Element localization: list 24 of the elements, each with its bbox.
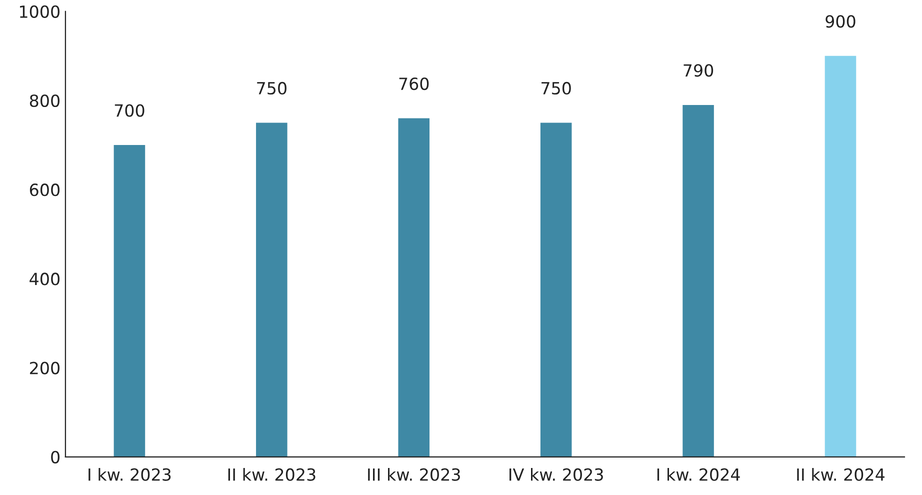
bar xyxy=(256,122,288,457)
data-label: 790 xyxy=(684,64,714,77)
bar xyxy=(540,122,572,457)
y-tick-label: 600 xyxy=(30,184,60,196)
y-tick-label: 200 xyxy=(30,362,60,374)
data-label: 700 xyxy=(114,104,144,117)
bar xyxy=(114,145,146,457)
x-tick-label: I kw. 2023 xyxy=(88,468,171,481)
data-label: 760 xyxy=(399,77,429,90)
x-tick-label: II kw. 2024 xyxy=(797,468,885,481)
bar xyxy=(398,118,430,457)
x-tick-label: III kw. 2023 xyxy=(368,468,460,481)
bar xyxy=(682,104,714,457)
y-tick-label: 0 xyxy=(51,450,60,464)
y-tick-label: 400 xyxy=(30,272,60,286)
y-tick-label: 800 xyxy=(30,94,60,108)
y-tick-label: 1000 xyxy=(20,5,60,18)
x-tick-label: IV kw. 2023 xyxy=(510,468,603,481)
data-label: 750 xyxy=(257,82,286,95)
x-tick-label: II kw. 2023 xyxy=(228,468,316,481)
data-label: 900 xyxy=(826,15,856,28)
data-label: 750 xyxy=(542,82,571,95)
bar xyxy=(824,56,856,457)
x-tick-label: I kw. 2024 xyxy=(657,468,740,481)
